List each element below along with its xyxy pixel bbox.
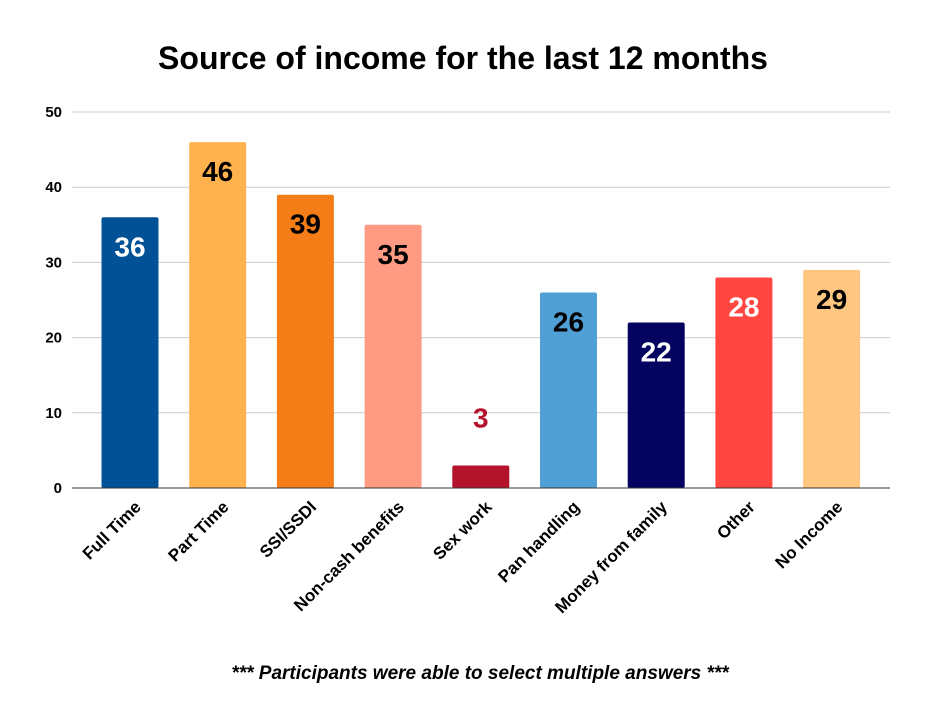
x-tick-label: Other [713, 497, 759, 543]
y-tick-label: 30 [45, 254, 62, 271]
data-label: 26 [553, 306, 584, 337]
bar [189, 142, 247, 488]
y-tick-label: 0 [54, 480, 62, 497]
data-label: 29 [816, 284, 847, 315]
y-axis-ticks: 0 10 20 30 40 50 [45, 104, 62, 497]
bar [715, 277, 773, 488]
y-tick-label: 40 [45, 179, 62, 196]
footnote: *** Participants were able to select mul… [231, 663, 730, 684]
x-tick-label: Part Time [165, 497, 233, 565]
bar [276, 194, 334, 488]
x-tick-label: Sex work [429, 497, 496, 564]
data-label: 35 [378, 239, 409, 270]
x-tick-label: Full Time [79, 497, 145, 563]
x-tick-label: SSI/SSDI [256, 497, 320, 561]
data-label: 46 [202, 156, 233, 187]
bar [540, 292, 597, 488]
y-tick-label: 10 [45, 405, 62, 422]
bar [627, 322, 685, 488]
y-tick-label: 50 [45, 104, 62, 121]
x-tick-label: Pan handling [494, 497, 583, 586]
data-label: 22 [641, 337, 672, 368]
bars [101, 142, 861, 489]
bar [101, 217, 159, 488]
bar [452, 465, 510, 488]
x-tick-label: No Income [772, 497, 847, 572]
bar [803, 269, 861, 488]
data-label: 3 [473, 402, 489, 433]
bar [364, 224, 422, 489]
data-label: 39 [290, 209, 321, 240]
data-label: 28 [728, 291, 759, 322]
data-label: 36 [114, 231, 145, 262]
data-labels: 36 46 39 35 3 26 22 28 29 [114, 156, 847, 433]
chart-title: Source of income for the last 12 months [158, 40, 768, 76]
y-tick-label: 20 [45, 330, 62, 347]
